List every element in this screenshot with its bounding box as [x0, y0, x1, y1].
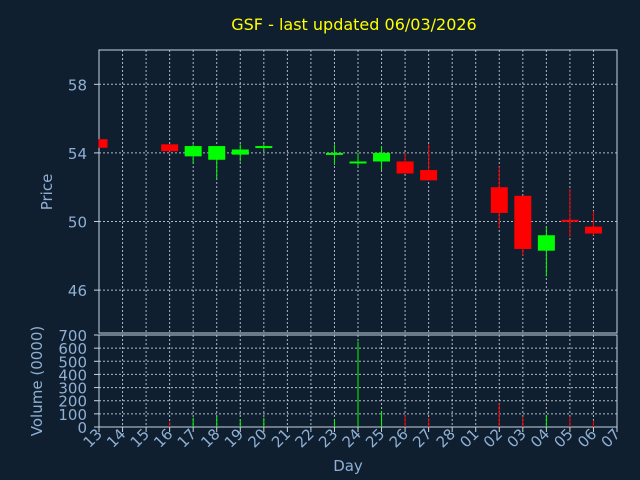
x-tick-label: 21 [268, 425, 294, 451]
price-tick-label: 46 [68, 282, 87, 300]
price-panel: 46 50 54 58 [68, 49, 618, 334]
volume-tick-label: 0 [77, 419, 87, 437]
price-axis-label: Price [38, 174, 56, 211]
x-tick-label: 18 [197, 425, 223, 451]
volume-tick-label: 600 [58, 340, 87, 358]
candle-body [514, 195, 532, 249]
candle-body [231, 149, 249, 155]
x-tick-label: 20 [244, 425, 270, 451]
candle-body [184, 146, 202, 157]
x-tick-label: 25 [362, 425, 388, 451]
candle-body [373, 152, 391, 162]
price-tick-label: 54 [68, 145, 87, 163]
candle-body [584, 226, 602, 234]
candle-body [161, 144, 179, 152]
candle-body [255, 146, 273, 149]
x-tick-label: 27 [409, 425, 435, 451]
x-tick-label: 05 [551, 425, 577, 451]
volume-tick-label: 700 [58, 327, 87, 345]
x-tick-label: 14 [103, 425, 129, 451]
x-tick-label: 02 [480, 425, 506, 451]
x-tick-label: 22 [292, 425, 318, 451]
x-tick-label: 16 [150, 425, 176, 451]
x-tick-label: 26 [386, 425, 412, 451]
volume-tick-label: 300 [58, 380, 87, 398]
x-tick-label: 03 [503, 425, 529, 451]
volume-tick-label: 100 [58, 406, 87, 424]
candle-body [396, 161, 414, 174]
volume-tick-label: 200 [58, 393, 87, 411]
candle-body [537, 235, 555, 251]
x-tick-label: 15 [127, 425, 153, 451]
candle-body [349, 161, 367, 164]
price-tick-label: 58 [68, 76, 87, 94]
x-tick-label: 06 [574, 425, 600, 451]
price-frame [98, 49, 618, 334]
x-tick-label: 28 [433, 425, 459, 451]
x-tick-label: 01 [456, 425, 482, 451]
volume-tick-label: 400 [58, 366, 87, 384]
x-tick-label: 04 [527, 425, 553, 451]
x-tick-label: 19 [221, 425, 247, 451]
candle-body [99, 139, 108, 148]
chart-title: GSF - last updated 06/03/2026 [231, 15, 476, 34]
x-tick-label: 23 [315, 425, 341, 451]
candle-body [208, 146, 226, 160]
x-axis: 1314151617181920212223242526272801020304… [80, 425, 624, 451]
x-tick-label: 07 [598, 425, 624, 451]
candle-body [561, 219, 579, 222]
x-tick-label: 24 [339, 425, 365, 451]
price-tick-label: 50 [68, 214, 87, 232]
x-tick-label: 17 [174, 425, 200, 451]
volume-axis-label: Volume (0000) [28, 326, 46, 436]
x-axis-label: Day [333, 457, 363, 475]
volume-tick-label: 500 [58, 353, 87, 371]
candle-body [490, 187, 508, 213]
candle-body [325, 152, 343, 155]
candle-body [420, 170, 438, 181]
